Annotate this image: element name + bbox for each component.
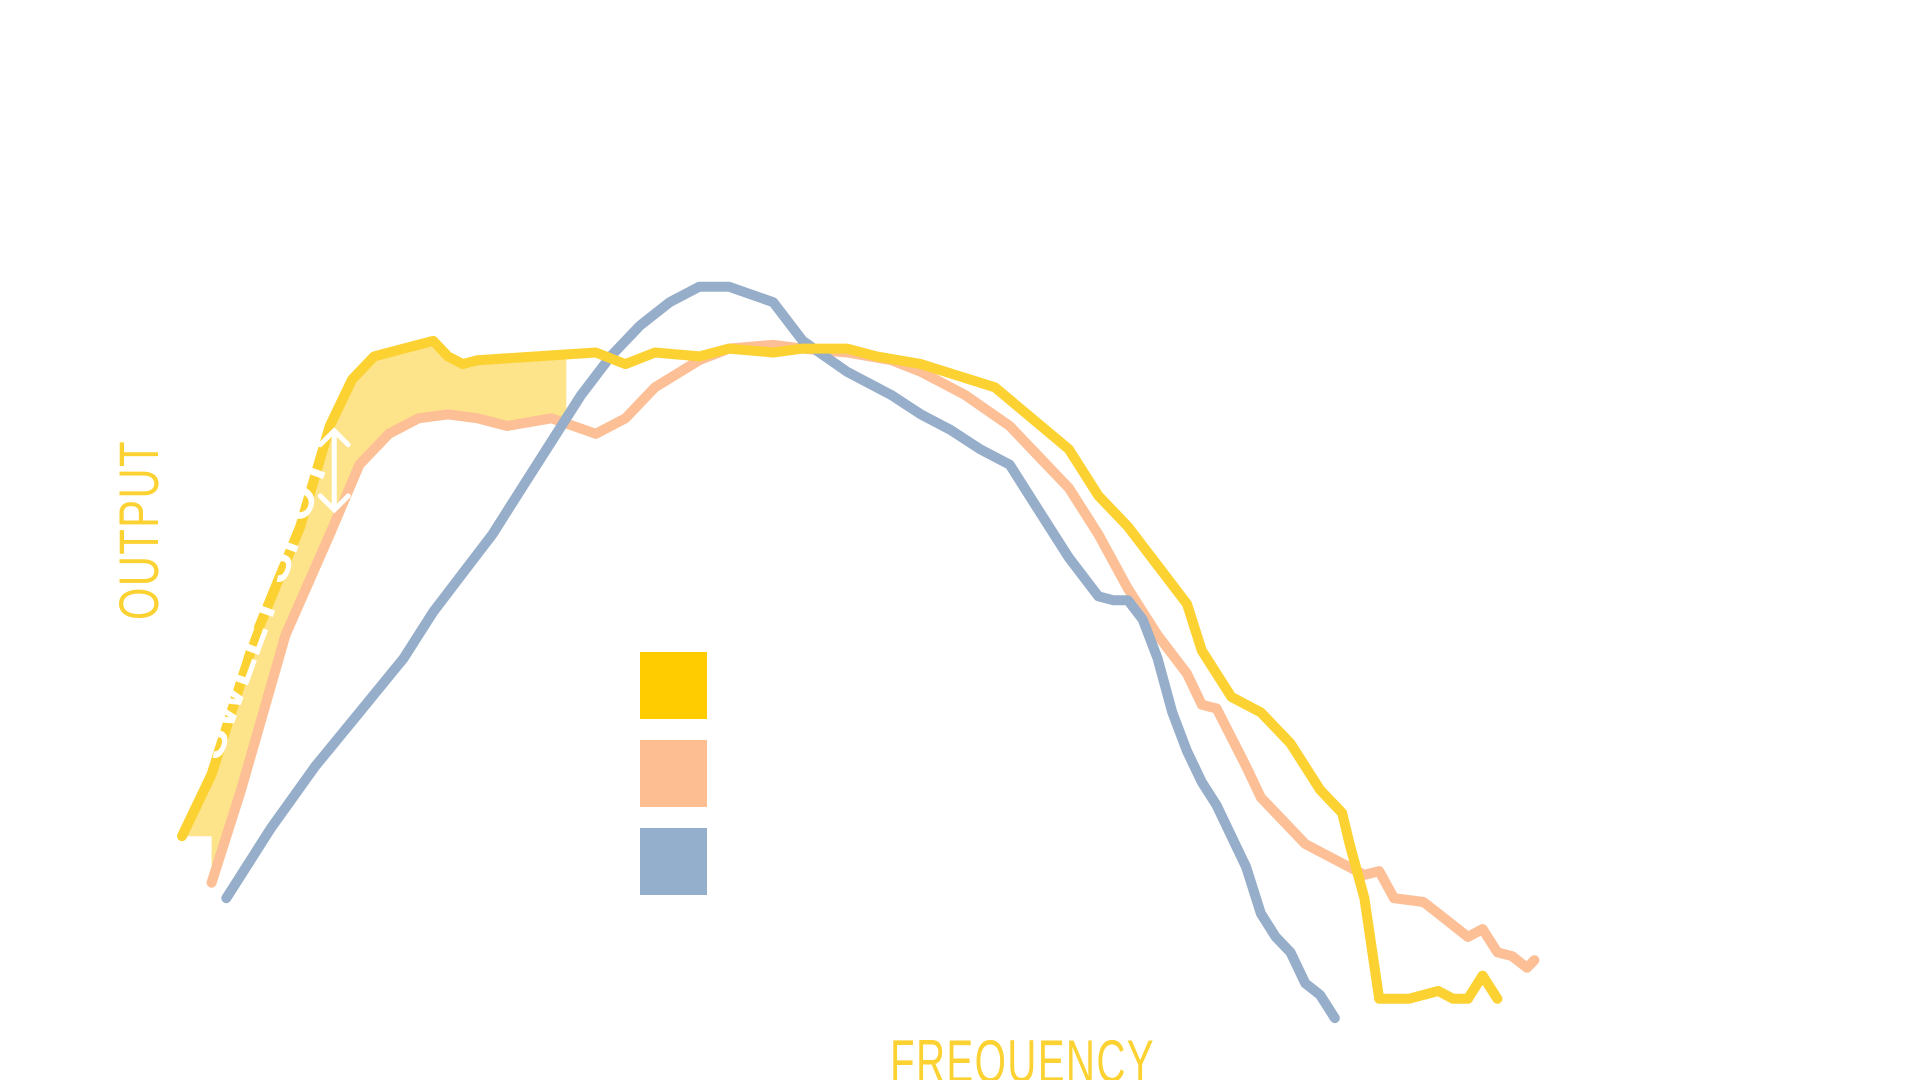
legend xyxy=(640,652,707,895)
sweet-spot-band xyxy=(182,340,567,883)
x-axis-label: FREQUENCY xyxy=(890,1028,1155,1080)
sweet-spot-band-layer xyxy=(182,340,567,883)
series-peach-line xyxy=(206,339,1540,973)
legend-swatch-peach xyxy=(640,740,707,807)
series-layer xyxy=(177,281,1540,1024)
sweet-spot-arrowhead-bottom xyxy=(317,493,351,514)
legend-swatch-yellow xyxy=(640,652,707,719)
series-blue-line xyxy=(221,281,1340,1024)
annotation-layer xyxy=(317,427,351,514)
y-axis-label: OUTPUT xyxy=(107,440,170,620)
legend-swatch-blue xyxy=(640,828,707,895)
series-yellow-line xyxy=(177,335,1503,1004)
sweet-spot-arrowhead-top xyxy=(317,427,351,448)
